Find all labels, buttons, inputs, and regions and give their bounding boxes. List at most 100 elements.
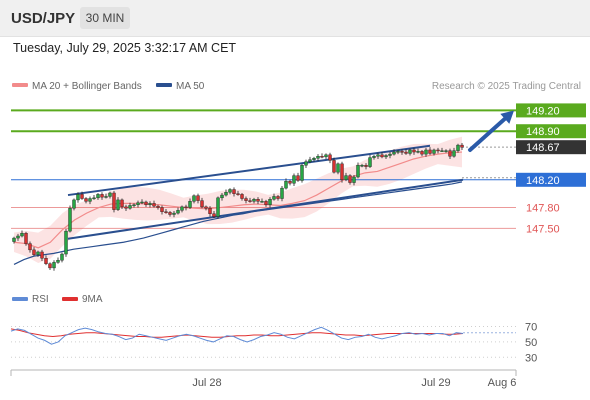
candle-body (152, 203, 156, 207)
candle (220, 192, 224, 201)
candle (96, 192, 100, 200)
candle-body (376, 154, 380, 157)
candle (248, 197, 252, 203)
candle (448, 148, 452, 159)
candle-body (124, 206, 128, 209)
level-label-148.20: 148.20 (526, 175, 560, 187)
candle (224, 189, 228, 197)
candle (168, 211, 172, 217)
candle-body (320, 156, 324, 158)
candle-body (112, 192, 116, 210)
candle (192, 194, 196, 204)
candle-body (384, 155, 388, 158)
candle-body (368, 157, 372, 167)
candle-body (92, 197, 96, 200)
bollinger-band-area (14, 136, 462, 263)
candle-body (436, 149, 440, 152)
rsi-tick-30: 30 (525, 352, 537, 364)
candle-body (276, 196, 280, 199)
candle-body (188, 201, 192, 208)
candle (196, 193, 200, 204)
rsi-tick-70: 70 (525, 322, 537, 334)
candle (180, 205, 184, 213)
level-label-149.20: 149.20 (526, 105, 560, 117)
trendline-upper (67, 144, 431, 197)
candle-body (408, 149, 412, 154)
ma20-legend-swatch (12, 83, 28, 87)
candle (408, 148, 412, 156)
candle-body (160, 207, 164, 212)
rsi-legend-swatch (12, 297, 28, 301)
symbol-title: USD/JPY (11, 10, 76, 27)
price-labels: 149.20 148.90 148.67 148.20 147.80 147.50 (516, 103, 586, 235)
datetime-label: Tuesday, July 29, 2025 3:32:17 AM CET (13, 41, 237, 55)
candle-body (28, 243, 32, 251)
candle (316, 154, 320, 162)
candle-body (60, 253, 64, 261)
candle-body (316, 156, 320, 159)
timeframe-button[interactable]: 30 MIN (80, 7, 130, 29)
candle (156, 204, 160, 210)
candle-body (456, 144, 460, 151)
candle (100, 192, 104, 200)
candle-body (80, 194, 84, 199)
rsi-tick-50: 50 (525, 337, 537, 349)
candle (276, 195, 280, 201)
candle (236, 190, 240, 196)
candle (212, 211, 216, 218)
candle-body (208, 208, 212, 214)
candle-body (400, 151, 404, 153)
candle-body (48, 263, 52, 269)
candle (356, 162, 360, 179)
level-tag-149.20 (516, 103, 586, 118)
candle (172, 211, 176, 218)
candle (104, 193, 108, 199)
candle-body (164, 211, 168, 213)
candle-body (336, 163, 340, 173)
candle (268, 197, 272, 208)
candle-body (424, 149, 428, 155)
candle (440, 147, 444, 153)
candle-body (76, 194, 80, 201)
candle (384, 154, 388, 159)
candle-body (432, 149, 436, 154)
main-chart-panel: 149.20 148.90 148.67 148.20 147.80 147.50 (11, 103, 586, 271)
candle (320, 153, 324, 159)
top-bar: USD/JPY 30 MIN (0, 0, 590, 37)
candle (160, 205, 164, 215)
x-tick-jul-28: Jul 28 (192, 377, 221, 389)
ma50-line (13, 181, 463, 265)
moving-averages (13, 151, 463, 265)
candle (404, 149, 408, 155)
ma20-line (13, 151, 463, 249)
candle-body (412, 149, 416, 153)
level-tag-148.20 (516, 172, 586, 187)
candle (376, 152, 380, 159)
candle-body (104, 196, 108, 198)
candle (296, 172, 300, 182)
candle-body (360, 165, 364, 167)
candle-body (392, 151, 396, 155)
candle (128, 202, 132, 210)
candle (424, 147, 428, 157)
candle-body (168, 212, 172, 215)
candle (16, 233, 20, 241)
candle (164, 208, 168, 214)
candle-body (356, 165, 360, 178)
candle-body (120, 199, 124, 208)
candle-body (64, 230, 68, 255)
candle-body (192, 195, 196, 202)
bollinger-bands (14, 136, 462, 263)
candle-body (296, 175, 300, 181)
forecast-arrow-shaft (468, 113, 510, 152)
candle-body (56, 260, 60, 263)
candle (36, 250, 40, 257)
candle-body (212, 213, 216, 217)
candle (292, 173, 296, 187)
candles (12, 143, 464, 271)
candle-body (388, 153, 392, 156)
candle (340, 161, 344, 183)
candle (436, 147, 440, 154)
candle-body (72, 199, 76, 209)
candle (28, 241, 32, 253)
